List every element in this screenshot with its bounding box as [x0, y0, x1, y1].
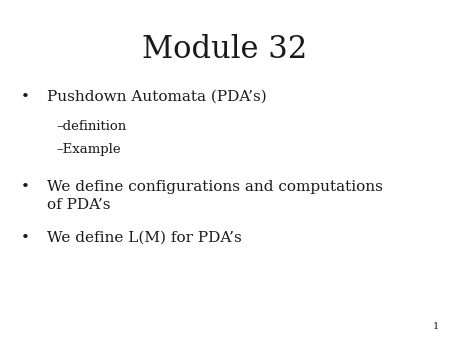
- Text: –Example: –Example: [56, 143, 121, 155]
- Text: •: •: [20, 231, 29, 244]
- Text: We define L(M) for PDA’s: We define L(M) for PDA’s: [47, 231, 242, 244]
- Text: We define configurations and computations
of PDA’s: We define configurations and computation…: [47, 180, 383, 212]
- Text: •: •: [20, 90, 29, 103]
- Text: Pushdown Automata (PDA’s): Pushdown Automata (PDA’s): [47, 90, 267, 103]
- Text: –definition: –definition: [56, 120, 126, 133]
- Text: 1: 1: [432, 322, 439, 331]
- Text: •: •: [20, 180, 29, 194]
- Text: Module 32: Module 32: [142, 34, 308, 65]
